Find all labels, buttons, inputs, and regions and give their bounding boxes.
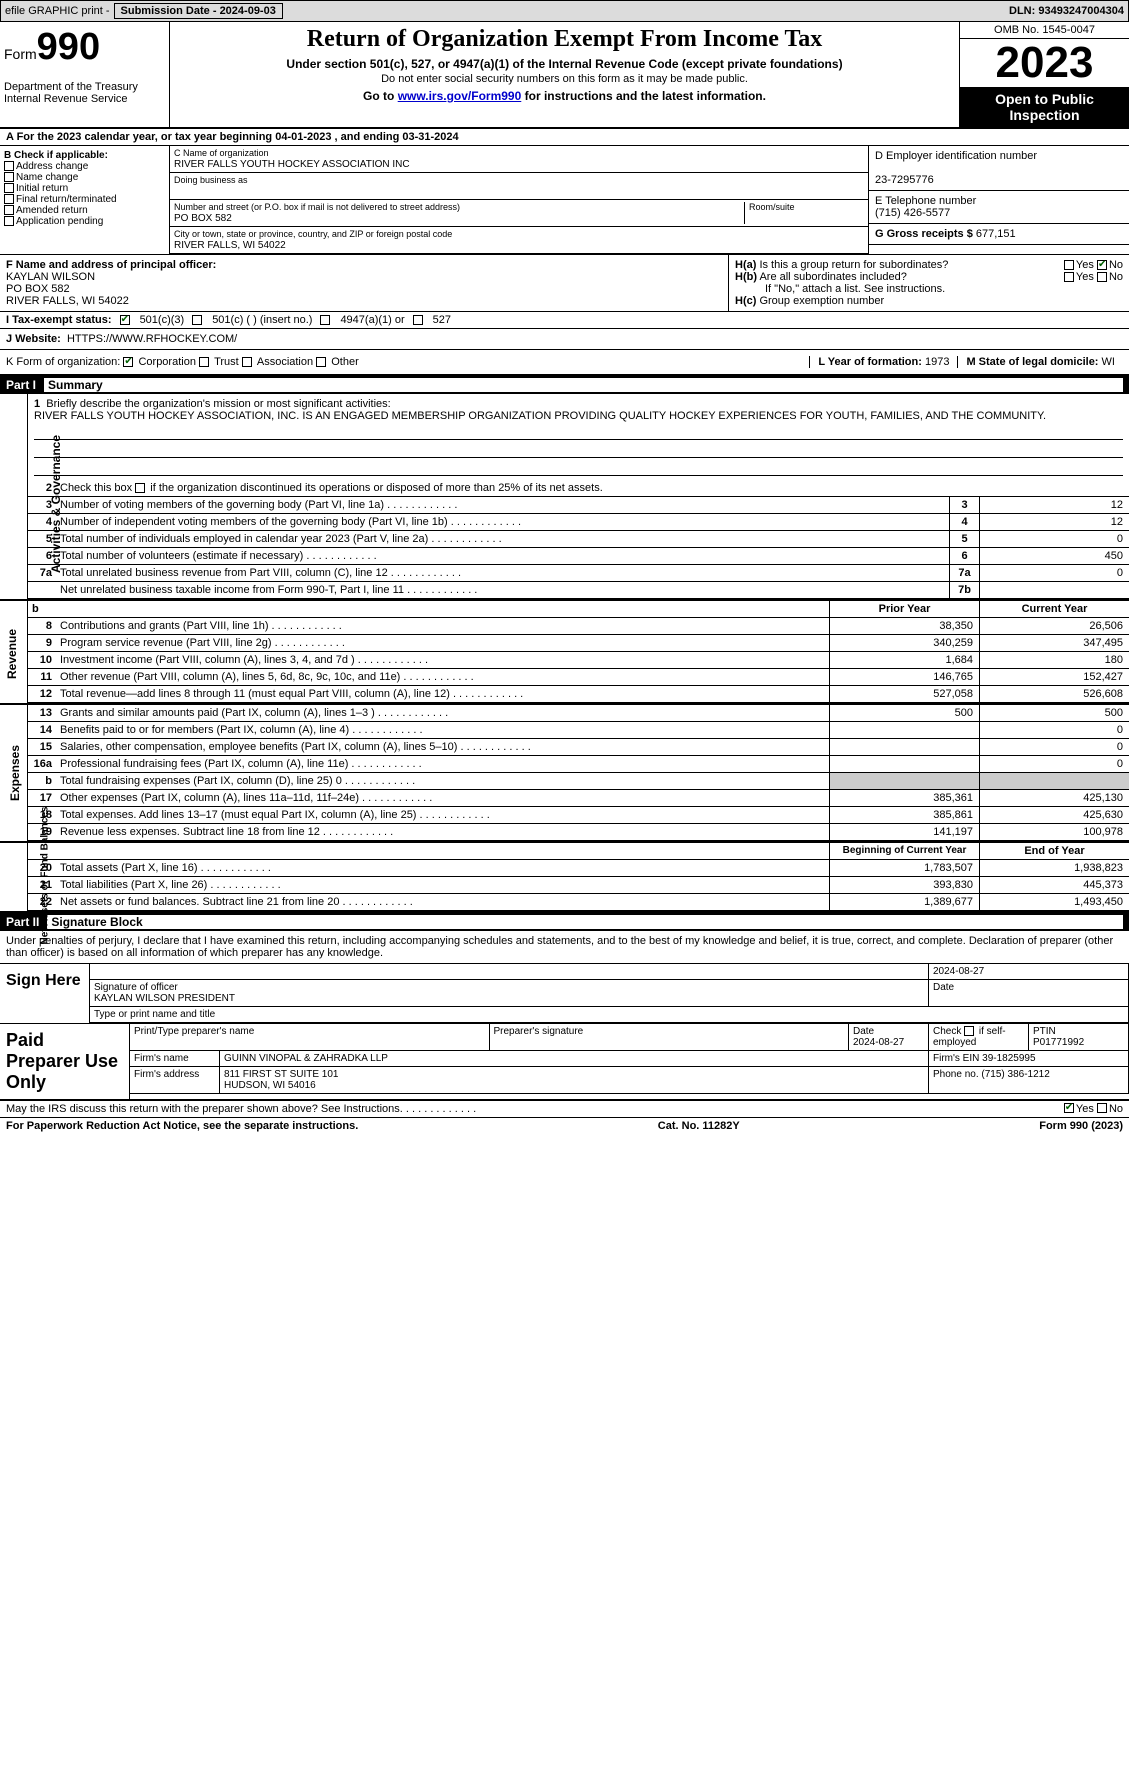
- firm-name: GUINN VINOPAL & ZAHRADKA LLP: [220, 1051, 929, 1066]
- box-b: B Check if applicable: Address change Na…: [0, 146, 170, 254]
- activities-governance: Activities & Governance 1 Briefly descri…: [0, 394, 1129, 601]
- form-instructions-link: Go to www.irs.gov/Form990 for instructio…: [176, 89, 953, 103]
- box-deg: D Employer identification number23-72957…: [869, 146, 1129, 254]
- section-bcd: B Check if applicable: Address change Na…: [0, 146, 1129, 255]
- revenue-line: 9Program service revenue (Part VIII, lin…: [28, 635, 1129, 652]
- dln-label: DLN: 93493247004304: [1009, 5, 1124, 17]
- calendar-year-line: A For the 2023 calendar year, or tax yea…: [0, 129, 1129, 146]
- department-label: Department of the Treasury Internal Reve…: [4, 81, 165, 105]
- revenue-line: 8Contributions and grants (Part VIII, li…: [28, 618, 1129, 635]
- expenses-section: Expenses 13Grants and similar amounts pa…: [0, 705, 1129, 843]
- revenue-line: 12Total revenue—add lines 8 through 11 (…: [28, 686, 1129, 703]
- org-name: RIVER FALLS YOUTH HOCKEY ASSOCIATION INC: [174, 159, 410, 170]
- vlabel-netassets: Net Assets or Fund Balances: [39, 807, 50, 945]
- box-f: F Name and address of principal officer:…: [0, 255, 729, 311]
- discuss-row: May the IRS discuss this return with the…: [0, 1101, 1129, 1118]
- tax-year: 2023: [960, 39, 1129, 87]
- sign-here-block: Sign Here 2024-08-27 Signature of office…: [0, 964, 1129, 1024]
- part2-bar: Part II Signature Block: [0, 913, 1129, 931]
- expense-line: 14Benefits paid to or for members (Part …: [28, 722, 1129, 739]
- k-form-row: K Form of organization: Corporation Trus…: [0, 350, 1129, 376]
- org-address: PO BOX 582: [174, 213, 232, 224]
- tax-exempt-row: I Tax-exempt status: 501(c)(3) 501(c) ( …: [0, 312, 1129, 329]
- website-url: HTTPS://WWW.RFHOCKEY.COM/: [67, 333, 237, 345]
- box-c: C Name of organizationRIVER FALLS YOUTH …: [170, 146, 869, 254]
- mission-text: RIVER FALLS YOUTH HOCKEY ASSOCIATION, IN…: [34, 410, 1046, 422]
- submission-button[interactable]: Submission Date - 2024-09-03: [114, 3, 283, 19]
- paid-preparer-block: Paid Preparer Use Only Print/Type prepar…: [0, 1024, 1129, 1101]
- top-toolbar: efile GRAPHIC print - Submission Date - …: [0, 0, 1129, 22]
- section-fh: F Name and address of principal officer:…: [0, 255, 1129, 312]
- website-row: J Website: HTTPS://WWW.RFHOCKEY.COM/: [0, 329, 1129, 350]
- gov-line: 6Total number of volunteers (estimate if…: [28, 548, 1129, 565]
- net-header-row: Beginning of Current Year End of Year: [28, 843, 1129, 860]
- line-2: 2 Check this box if the organization dis…: [28, 480, 1129, 497]
- officer-name: KAYLAN WILSON PRESIDENT: [94, 993, 235, 1004]
- vlabel-revenue: Revenue: [5, 629, 19, 679]
- netassets-section: Net Assets or Fund Balances Beginning of…: [0, 843, 1129, 913]
- revenue-line: 10Investment income (Part VIII, column (…: [28, 652, 1129, 669]
- irs-link[interactable]: www.irs.gov/Form990: [398, 89, 522, 103]
- form-title: Return of Organization Exempt From Incom…: [176, 26, 953, 53]
- perjury-statement: Under penalties of perjury, I declare th…: [0, 931, 1129, 964]
- page-footer: For Paperwork Reduction Act Notice, see …: [0, 1118, 1129, 1134]
- year-header-row: b Prior Year Current Year: [28, 601, 1129, 618]
- vlabel-activities: Activities & Governance: [49, 434, 63, 572]
- gov-line: 7aTotal unrelated business revenue from …: [28, 565, 1129, 582]
- form-header: Form990 Department of the Treasury Inter…: [0, 22, 1129, 129]
- ein-value: 23-7295776: [875, 174, 934, 186]
- form-number: Form990: [4, 26, 165, 69]
- inspection-notice: Open to Public Inspection: [960, 87, 1129, 127]
- omb-number: OMB No. 1545-0047: [960, 22, 1129, 39]
- expense-line: 17Other expenses (Part IX, column (A), l…: [28, 790, 1129, 807]
- line-1: 1 Briefly describe the organization's mi…: [28, 394, 1129, 480]
- expense-line: 15Salaries, other compensation, employee…: [28, 739, 1129, 756]
- gross-receipts: 677,151: [976, 228, 1016, 240]
- form-subtitle-1: Under section 501(c), 527, or 4947(a)(1)…: [176, 57, 953, 71]
- expense-line: 16aProfessional fundraising fees (Part I…: [28, 756, 1129, 773]
- telephone-value: (715) 426-5577: [875, 207, 950, 219]
- vlabel-expenses: Expenses: [8, 745, 22, 801]
- gov-line: 3Number of voting members of the governi…: [28, 497, 1129, 514]
- box-h: H(a) Is this a group return for subordin…: [729, 255, 1129, 311]
- revenue-line: 11Other revenue (Part VIII, column (A), …: [28, 669, 1129, 686]
- org-city: RIVER FALLS, WI 54022: [174, 240, 286, 251]
- part1-bar: Part I Summary: [0, 376, 1129, 394]
- expense-line: 13Grants and similar amounts paid (Part …: [28, 705, 1129, 722]
- netasset-line: 20Total assets (Part X, line 16)1,783,50…: [28, 860, 1129, 877]
- gov-line: Net unrelated business taxable income fr…: [28, 582, 1129, 599]
- expense-line: bTotal fundraising expenses (Part IX, co…: [28, 773, 1129, 790]
- gov-line: 5Total number of individuals employed in…: [28, 531, 1129, 548]
- expense-line: 19Revenue less expenses. Subtract line 1…: [28, 824, 1129, 841]
- gov-line: 4Number of independent voting members of…: [28, 514, 1129, 531]
- expense-line: 18Total expenses. Add lines 13–17 (must …: [28, 807, 1129, 824]
- efile-label: efile GRAPHIC print -: [5, 5, 110, 17]
- form-subtitle-2: Do not enter social security numbers on …: [176, 73, 953, 85]
- revenue-section: Revenue b Prior Year Current Year 8Contr…: [0, 601, 1129, 705]
- netasset-line: 22Net assets or fund balances. Subtract …: [28, 894, 1129, 911]
- netasset-line: 21Total liabilities (Part X, line 26)393…: [28, 877, 1129, 894]
- 501c3-checkbox[interactable]: [120, 315, 130, 325]
